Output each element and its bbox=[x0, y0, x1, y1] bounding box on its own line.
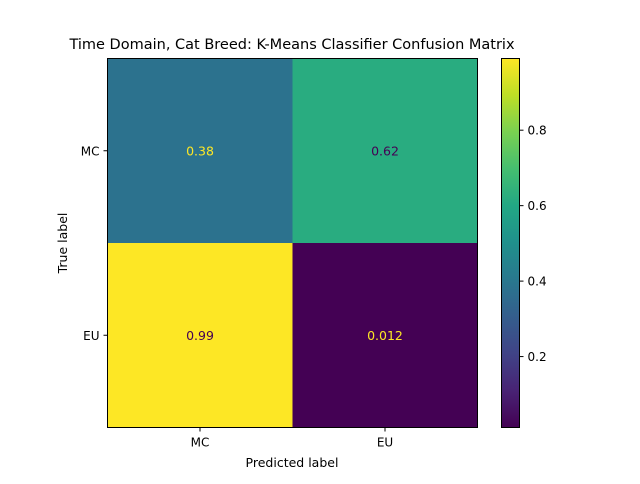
plot-frame bbox=[107, 58, 478, 428]
x-axis-label: Predicted label bbox=[246, 455, 339, 470]
cell-value-label: 0.38 bbox=[186, 143, 214, 158]
heatmap-cells bbox=[107, 58, 478, 428]
heatmap-cell bbox=[107, 243, 293, 428]
y-axis-label: True label bbox=[55, 213, 70, 275]
x-tick-label: MC bbox=[191, 436, 210, 450]
y-axis-ticks: MC EU bbox=[81, 144, 108, 343]
cell-value-label: 0.99 bbox=[186, 328, 214, 343]
chart-title: Time Domain, Cat Breed: K-Means Classifi… bbox=[68, 37, 515, 53]
colorbar-ticks: 0.2 0.4 0.6 0.8 bbox=[519, 124, 547, 364]
heatmap-cell-labels: 0.38 0.62 0.99 0.012 bbox=[186, 143, 403, 343]
cell-value-label: 0.62 bbox=[371, 143, 399, 158]
heatmap-cell bbox=[107, 58, 293, 244]
cell-value-label: 0.012 bbox=[367, 328, 403, 343]
colorbar bbox=[501, 58, 520, 428]
heatmap-cell bbox=[292, 58, 478, 244]
x-axis-ticks: MC EU bbox=[191, 427, 393, 450]
colorbar-tick-label: 0.8 bbox=[528, 124, 547, 138]
y-tick-label: EU bbox=[83, 329, 99, 343]
colorbar-tick-label: 0.4 bbox=[528, 275, 547, 289]
x-tick-label: EU bbox=[377, 436, 393, 450]
y-tick-label: MC bbox=[81, 144, 100, 158]
heatmap-cell bbox=[292, 243, 478, 428]
colorbar-tick-label: 0.6 bbox=[528, 199, 547, 213]
colorbar-tick-label: 0.2 bbox=[528, 350, 547, 364]
